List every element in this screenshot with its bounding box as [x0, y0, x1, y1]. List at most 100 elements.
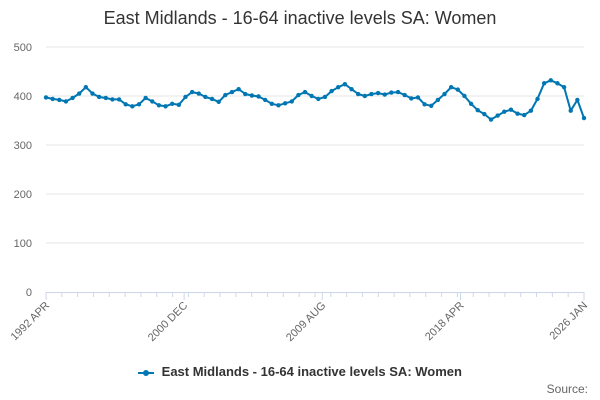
- data-point: [522, 112, 527, 118]
- data-point: [448, 84, 454, 90]
- data-point: [369, 91, 374, 97]
- data-point: [375, 90, 381, 96]
- data-point: [116, 97, 122, 102]
- data-point: [269, 101, 275, 107]
- y-tick-label-100: 100: [14, 238, 32, 250]
- data-point: [475, 108, 480, 113]
- data-point: [482, 111, 487, 117]
- data-point: [110, 97, 115, 102]
- data-point: [209, 96, 215, 102]
- data-point: [382, 92, 387, 97]
- data-point: [502, 109, 507, 114]
- data-point: [329, 88, 334, 94]
- data-point: [355, 91, 361, 97]
- data-point: [123, 102, 128, 107]
- data-point: [289, 99, 294, 104]
- data-point: [163, 104, 168, 109]
- data-point: [342, 82, 348, 87]
- data-point: [415, 95, 421, 100]
- data-point: [548, 78, 553, 83]
- data-point: [488, 117, 494, 122]
- series-layer: [43, 78, 587, 122]
- legend[interactable]: East Midlands - 16-64 inactive levels SA…: [0, 364, 600, 379]
- data-point: [77, 91, 82, 96]
- data-point: [183, 94, 188, 100]
- data-point: [103, 95, 108, 101]
- data-point: [189, 89, 195, 95]
- data-point: [541, 81, 547, 86]
- x-tick-label-4: 2026 JAN: [547, 300, 590, 343]
- data-point: [243, 91, 248, 97]
- data-point: [249, 93, 255, 98]
- data-point: [455, 87, 461, 92]
- data-point: [262, 97, 268, 103]
- data-point: [223, 92, 228, 98]
- data-point: [43, 95, 49, 100]
- data-point: [389, 90, 394, 95]
- data-point: [236, 86, 241, 92]
- x-tick-label-1: 2000 DEC: [146, 300, 190, 344]
- data-point: [309, 93, 314, 99]
- data-point: [575, 97, 580, 103]
- data-point: [468, 101, 474, 107]
- y-tick-label-500: 500: [14, 42, 32, 54]
- data-point: [130, 104, 135, 109]
- data-point: [322, 94, 328, 100]
- legend-label: East Midlands - 16-64 inactive levels SA…: [161, 364, 462, 379]
- x-tick-label-3: 2018 APR: [423, 300, 467, 344]
- data-point: [555, 81, 560, 86]
- data-point: [256, 94, 261, 99]
- data-point: [495, 113, 500, 118]
- data-point: [336, 84, 341, 90]
- data-point: [442, 91, 447, 97]
- data-point: [229, 89, 235, 95]
- grid-lines: [46, 46, 584, 244]
- data-point: [395, 89, 401, 95]
- data-point: [203, 94, 208, 100]
- y-tick-label-400: 400: [14, 91, 32, 103]
- data-point: [409, 96, 414, 101]
- data-point: [402, 92, 407, 98]
- data-point: [176, 102, 182, 108]
- data-point: [528, 108, 534, 113]
- data-point: [70, 95, 75, 101]
- data-point: [316, 96, 321, 102]
- data-point: [535, 96, 540, 102]
- data-point: [422, 102, 427, 107]
- y-tick-label-200: 200: [14, 189, 32, 201]
- data-point: [349, 86, 354, 92]
- source-label: Source:: [546, 382, 588, 396]
- data-point: [581, 115, 587, 121]
- data-point: [83, 84, 89, 90]
- data-point: [561, 84, 567, 90]
- data-point: [568, 108, 573, 113]
- axes: 0 100 200 300 400 500 1992 APR 2000 DEC 2009 AUG…: [9, 42, 591, 344]
- data-point: [462, 93, 467, 99]
- data-point: [216, 99, 221, 105]
- series-line: [45, 79, 585, 121]
- data-point: [143, 95, 148, 101]
- y-tick-label-0: 0: [26, 287, 32, 299]
- data-point: [282, 101, 288, 106]
- data-point: [435, 97, 441, 103]
- data-point: [429, 103, 434, 109]
- data-point: [90, 91, 95, 96]
- legend-swatch-icon: [138, 368, 155, 378]
- data-point: [136, 102, 142, 107]
- data-point: [96, 94, 102, 100]
- data-point: [63, 99, 69, 104]
- data-point: [196, 91, 201, 96]
- data-point: [302, 89, 308, 95]
- data-point: [156, 103, 162, 108]
- data-point: [169, 101, 175, 107]
- x-tick-label-0: 1992 APR: [9, 300, 53, 344]
- data-point: [296, 92, 301, 98]
- data-point: [276, 103, 281, 108]
- x-tick-label-2: 2009 AUG: [284, 300, 328, 344]
- chart-title: East Midlands - 16-64 inactive levels SA…: [103, 8, 497, 28]
- y-tick-label-300: 300: [14, 140, 32, 152]
- data-point: [515, 111, 520, 116]
- data-point: [57, 97, 62, 103]
- data-point: [50, 96, 55, 102]
